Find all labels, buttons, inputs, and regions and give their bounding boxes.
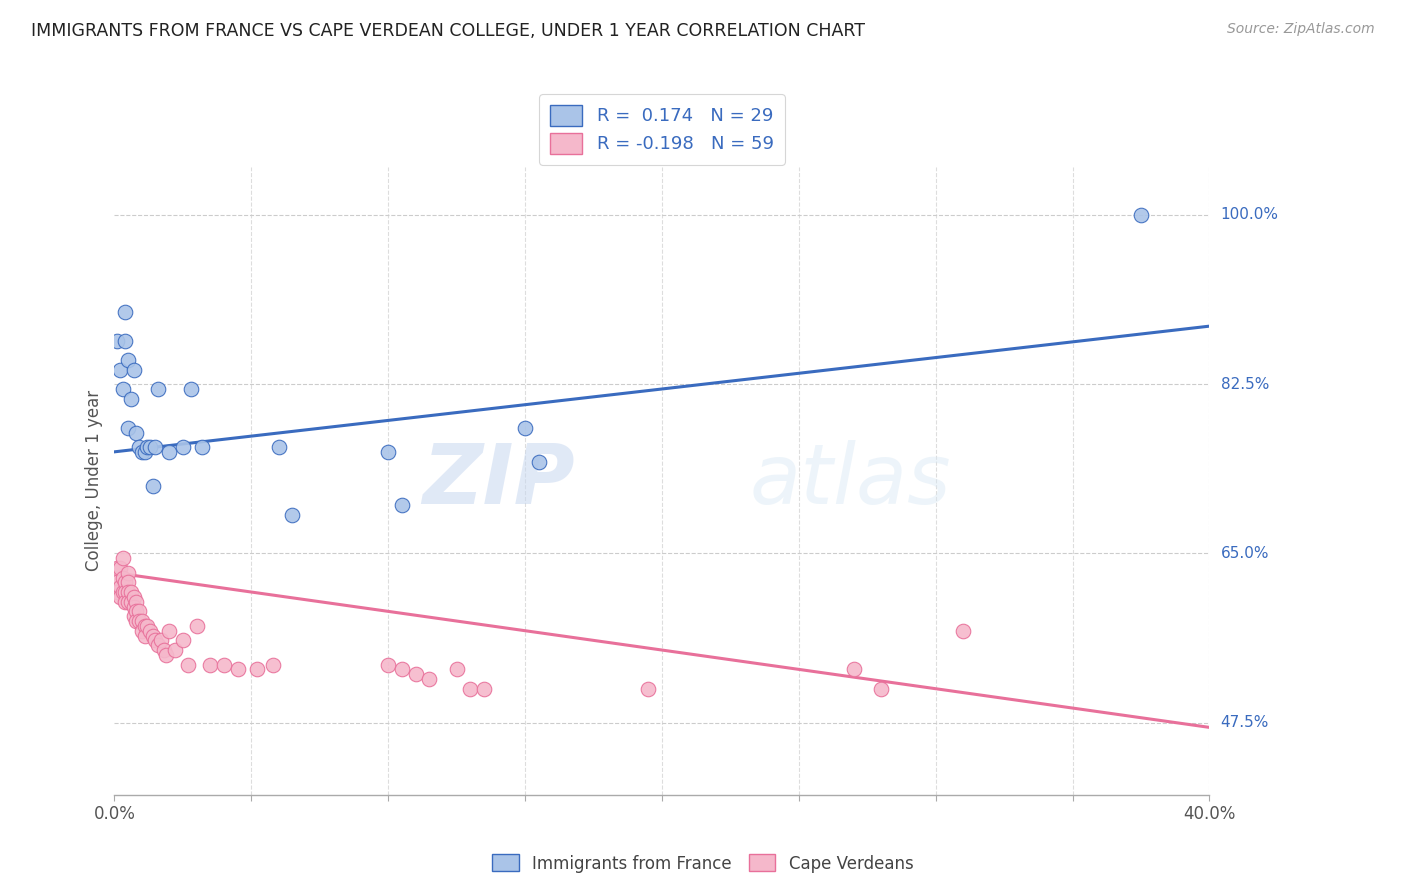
Point	[125, 595, 148, 609]
Point	[108, 362, 131, 376]
Point	[139, 624, 162, 638]
Point	[262, 657, 284, 672]
Point	[377, 445, 399, 459]
Text: ZIP: ZIP	[422, 441, 574, 521]
Point	[111, 382, 134, 396]
Point	[136, 440, 159, 454]
Point	[172, 440, 194, 454]
Point	[134, 445, 156, 459]
Point	[212, 657, 235, 672]
Point	[391, 662, 413, 676]
Point	[108, 590, 131, 604]
Point	[155, 648, 177, 662]
Point	[122, 609, 145, 624]
Point	[446, 662, 468, 676]
Point	[191, 440, 214, 454]
Point	[148, 382, 170, 396]
Point	[117, 566, 139, 580]
Point	[114, 304, 136, 318]
Text: 65.0%: 65.0%	[1220, 546, 1270, 561]
Point	[117, 585, 139, 599]
Point	[120, 392, 142, 406]
Point	[200, 657, 222, 672]
Point	[122, 590, 145, 604]
Point	[105, 561, 128, 575]
Point	[128, 440, 150, 454]
Point	[180, 382, 202, 396]
Legend: Immigrants from France, Cape Verdeans: Immigrants from France, Cape Verdeans	[486, 847, 920, 880]
Text: Source: ZipAtlas.com: Source: ZipAtlas.com	[1227, 22, 1375, 37]
Point	[117, 595, 139, 609]
Point	[149, 633, 172, 648]
Point	[117, 575, 139, 590]
Point	[246, 662, 269, 676]
Point	[377, 657, 399, 672]
Text: 47.5%: 47.5%	[1220, 715, 1268, 730]
Point	[152, 643, 174, 657]
Point	[145, 440, 167, 454]
Point	[163, 643, 186, 657]
Point	[128, 604, 150, 618]
Point	[527, 454, 550, 468]
Point	[177, 657, 200, 672]
Point	[117, 353, 139, 368]
Point	[134, 619, 156, 633]
Text: atlas: atlas	[749, 441, 950, 521]
Point	[281, 508, 304, 522]
Point	[157, 624, 180, 638]
Point	[458, 681, 481, 696]
Point	[131, 445, 153, 459]
Point	[108, 580, 131, 594]
Text: 82.5%: 82.5%	[1220, 376, 1268, 392]
Point	[114, 595, 136, 609]
Point	[114, 585, 136, 599]
Point	[128, 614, 150, 628]
Point	[125, 604, 148, 618]
Point	[122, 362, 145, 376]
Point	[472, 681, 495, 696]
Y-axis label: College, Under 1 year: College, Under 1 year	[86, 391, 103, 572]
Point	[186, 619, 208, 633]
Text: 100.0%: 100.0%	[1220, 208, 1278, 222]
Point	[139, 440, 162, 454]
Point	[391, 498, 413, 512]
Point	[842, 662, 865, 676]
Point	[142, 478, 165, 492]
Point	[157, 445, 180, 459]
Point	[870, 681, 893, 696]
Point	[111, 551, 134, 566]
Point	[105, 575, 128, 590]
Point	[122, 599, 145, 614]
Point	[105, 334, 128, 348]
Text: IMMIGRANTS FROM FRANCE VS CAPE VERDEAN COLLEGE, UNDER 1 YEAR CORRELATION CHART: IMMIGRANTS FROM FRANCE VS CAPE VERDEAN C…	[31, 22, 865, 40]
Point	[114, 575, 136, 590]
Point	[952, 624, 974, 638]
Point	[145, 633, 167, 648]
Point	[142, 628, 165, 642]
Point	[148, 638, 170, 652]
Point	[111, 570, 134, 584]
Point	[120, 585, 142, 599]
Point	[114, 334, 136, 348]
Point	[117, 420, 139, 434]
Point	[136, 619, 159, 633]
Point	[418, 672, 440, 686]
Point	[108, 561, 131, 575]
Point	[513, 420, 536, 434]
Point	[125, 614, 148, 628]
Point	[134, 628, 156, 642]
Point	[131, 624, 153, 638]
Point	[120, 595, 142, 609]
Legend: R =  0.174   N = 29, R = -0.198   N = 59: R = 0.174 N = 29, R = -0.198 N = 59	[538, 94, 785, 164]
Point	[111, 585, 134, 599]
Point	[131, 614, 153, 628]
Point	[226, 662, 249, 676]
Point	[267, 440, 290, 454]
Point	[637, 681, 659, 696]
Point	[1130, 208, 1153, 222]
Point	[125, 425, 148, 440]
Point	[105, 585, 128, 599]
Point	[172, 633, 194, 648]
Point	[405, 667, 427, 681]
